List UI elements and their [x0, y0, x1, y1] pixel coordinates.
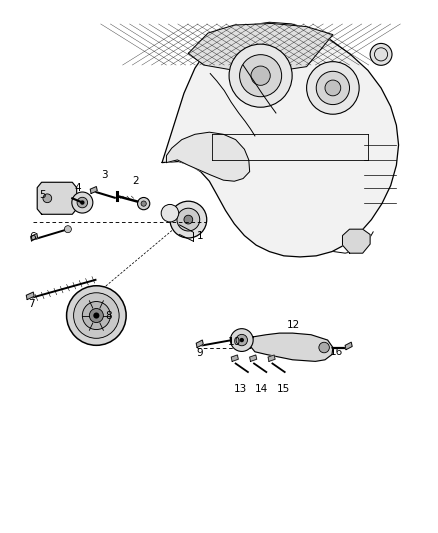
Circle shape [138, 197, 150, 210]
Circle shape [141, 201, 146, 206]
Circle shape [251, 66, 270, 85]
Polygon shape [343, 229, 370, 253]
Circle shape [325, 80, 341, 96]
Circle shape [74, 293, 119, 338]
Circle shape [177, 208, 200, 231]
Polygon shape [251, 333, 333, 361]
Text: 13: 13 [233, 384, 247, 394]
Circle shape [82, 302, 110, 329]
Polygon shape [31, 233, 38, 241]
Text: 16: 16 [330, 347, 343, 357]
Polygon shape [162, 22, 399, 257]
Text: 1: 1 [197, 231, 204, 240]
Circle shape [72, 192, 93, 213]
Circle shape [229, 44, 292, 107]
Circle shape [319, 342, 329, 353]
Text: 12: 12 [287, 320, 300, 330]
Text: 9: 9 [196, 348, 203, 358]
Circle shape [240, 55, 282, 96]
Text: 5: 5 [39, 190, 46, 199]
Polygon shape [166, 132, 250, 181]
Circle shape [316, 71, 350, 104]
Circle shape [236, 334, 247, 346]
Text: 6: 6 [29, 232, 36, 241]
Polygon shape [196, 340, 203, 348]
Circle shape [43, 194, 52, 203]
Circle shape [230, 329, 253, 351]
Circle shape [89, 309, 103, 322]
Text: 7: 7 [28, 299, 35, 309]
Polygon shape [231, 355, 238, 361]
Text: 2: 2 [132, 176, 139, 186]
Circle shape [240, 338, 244, 342]
Circle shape [80, 200, 85, 205]
Circle shape [370, 43, 392, 66]
Circle shape [170, 201, 207, 238]
Circle shape [307, 62, 359, 114]
Polygon shape [26, 292, 34, 300]
Polygon shape [250, 355, 257, 361]
Text: 10: 10 [228, 337, 241, 347]
Circle shape [67, 286, 126, 345]
Text: 4: 4 [74, 183, 81, 192]
Text: 14: 14 [255, 384, 268, 394]
Polygon shape [90, 187, 97, 193]
Circle shape [64, 225, 71, 233]
Circle shape [93, 312, 99, 319]
Circle shape [161, 205, 179, 222]
Polygon shape [268, 355, 275, 361]
Text: 8: 8 [105, 311, 112, 320]
Circle shape [184, 215, 193, 224]
Circle shape [77, 197, 88, 208]
Text: 3: 3 [101, 170, 108, 180]
Polygon shape [37, 182, 77, 214]
Polygon shape [188, 23, 333, 72]
Polygon shape [345, 342, 352, 350]
Text: 15: 15 [277, 384, 290, 394]
